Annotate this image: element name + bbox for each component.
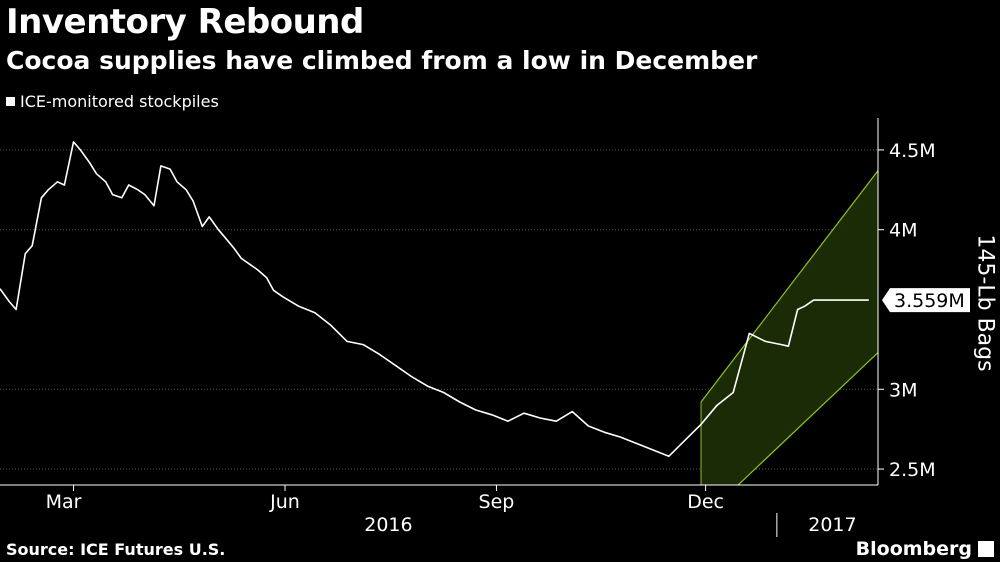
last-value-label: 3.559M — [894, 290, 965, 312]
chart-title: Inventory Rebound — [6, 2, 364, 42]
chart-subtitle: Cocoa supplies have climbed from a low i… — [6, 46, 758, 75]
y-tick-label: 4.5M — [889, 140, 936, 162]
channel-lower-edge — [737, 352, 878, 485]
y-tick-label: 2.5M — [889, 459, 936, 481]
last-value-marker — [882, 288, 970, 313]
legend-swatch — [6, 97, 15, 106]
x-tick-label: Jun — [269, 491, 300, 513]
trend-channel — [701, 170, 878, 485]
legend: ICE-monitored stockpiles — [6, 92, 219, 111]
series-line — [0, 141, 869, 458]
year-label-2016: 2016 — [364, 514, 412, 536]
legend-label: ICE-monitored stockpiles — [20, 92, 219, 111]
brand-icon — [978, 541, 994, 557]
y-tick-label: 3M — [889, 379, 917, 401]
brand-logo: Bloomberg — [855, 538, 972, 560]
x-tick-label: Dec — [687, 491, 724, 513]
source-note: Source: ICE Futures U.S. — [6, 540, 226, 559]
x-tick-label: Mar — [46, 491, 82, 513]
channel-upper-edge — [700, 170, 878, 403]
x-tick-label: Sep — [479, 491, 515, 513]
y-tick-label: 4M — [889, 220, 917, 242]
y-axis-label: 145-Lb Bags — [972, 234, 998, 372]
year-label-2017: 2017 — [808, 514, 856, 536]
